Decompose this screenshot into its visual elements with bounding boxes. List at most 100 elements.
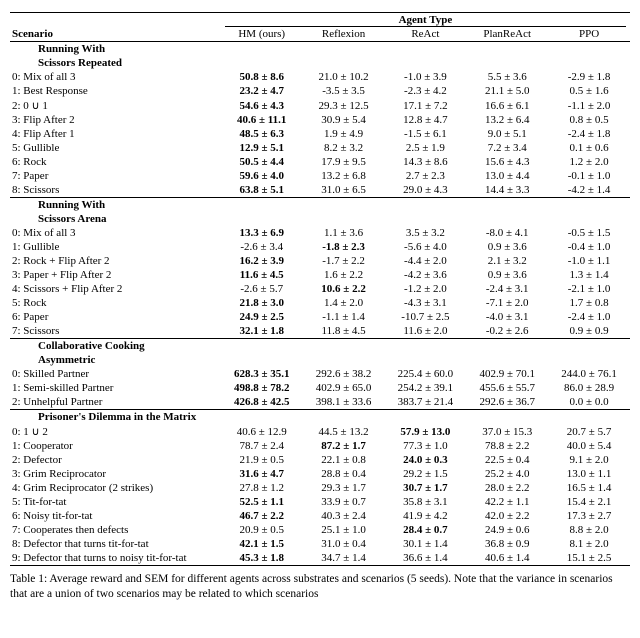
cell-value: 31.0 ± 0.4 [303,537,385,551]
cell-value: -1.0 ± 3.9 [384,70,466,84]
cell-value: 45.3 ± 1.8 [221,551,303,566]
cell-value: 2.5 ± 1.9 [384,141,466,155]
table-row: 2: Unhelpful Partner426.8 ± 42.5398.1 ± … [10,395,630,410]
section-heading: Running With [10,198,630,213]
cell-value: 40.0 ± 5.4 [548,439,630,453]
cell-value: 13.2 ± 6.4 [466,113,548,127]
cell-value: 21.9 ± 0.5 [221,453,303,467]
table-row: 2: 0 ∪ 154.6 ± 4.329.3 ± 12.517.1 ± 7.21… [10,98,630,113]
cell-value: -2.3 ± 4.2 [384,84,466,98]
cell-value: -2.6 ± 3.4 [221,240,303,254]
cell-value: 1.2 ± 2.0 [548,155,630,169]
cell-value: 21.1 ± 5.0 [466,84,548,98]
table-row: 0: Mix of all 350.8 ± 8.621.0 ± 10.2-1.0… [10,70,630,84]
table-row: 2: Defector21.9 ± 0.522.1 ± 0.824.0 ± 0.… [10,453,630,467]
cell-value: 15.1 ± 2.5 [548,551,630,566]
cell-value: 292.6 ± 38.2 [303,367,385,381]
cell-value: 22.1 ± 0.8 [303,453,385,467]
cell-value: 31.6 ± 4.7 [221,467,303,481]
cell-value: 30.1 ± 1.4 [384,537,466,551]
header-agent-2: ReAct [384,27,466,42]
scenario-label: 1: Gullible [10,240,221,254]
cell-value: 32.1 ± 1.8 [221,324,303,339]
table-caption: Table 1: Average reward and SEM for diff… [10,572,630,601]
cell-value: 42.2 ± 1.1 [466,495,548,509]
cell-value: 78.7 ± 2.4 [221,439,303,453]
cell-value: 1.3 ± 1.4 [548,268,630,282]
cell-value: 40.6 ± 11.1 [221,113,303,127]
table-row: 2: Rock + Flip After 216.2 ± 3.9-1.7 ± 2… [10,254,630,268]
cell-value: 40.3 ± 2.4 [303,509,385,523]
table-row: 4: Scissors + Flip After 2-2.6 ± 5.710.6… [10,282,630,296]
cell-value: 20.7 ± 5.7 [548,424,630,439]
table-row: 4: Flip After 148.5 ± 6.31.9 ± 4.9-1.5 ±… [10,127,630,141]
cell-value: 0.9 ± 3.6 [466,240,548,254]
scenario-label: 0: Skilled Partner [10,367,221,381]
cell-value: 402.9 ± 65.0 [303,381,385,395]
table-row: 1: Gullible-2.6 ± 3.4-1.8 ± 2.3-5.6 ± 4.… [10,240,630,254]
cell-value: 36.8 ± 0.9 [466,537,548,551]
table-row: 6: Paper24.9 ± 2.5-1.1 ± 1.4-10.7 ± 2.5-… [10,310,630,324]
scenario-label: 7: Cooperates then defects [10,523,221,537]
cell-value: -2.1 ± 1.0 [548,282,630,296]
cell-value: 2.1 ± 3.2 [466,254,548,268]
cell-value: 12.8 ± 4.7 [384,113,466,127]
cell-value: -4.2 ± 1.4 [548,183,630,198]
scenario-label: 1: Cooperator [10,439,221,453]
scenario-label: 2: 0 ∪ 1 [10,98,221,113]
cell-value: 13.3 ± 6.9 [221,226,303,240]
cell-value: 22.5 ± 0.4 [466,453,548,467]
cell-value: 40.6 ± 1.4 [466,551,548,566]
cell-value: 12.9 ± 5.1 [221,141,303,155]
scenario-label: 8: Scissors [10,183,221,198]
table-row: 3: Flip After 240.6 ± 11.130.9 ± 5.412.8… [10,113,630,127]
cell-value: 59.6 ± 4.0 [221,169,303,183]
cell-value: 254.2 ± 39.1 [384,381,466,395]
cell-value: 244.0 ± 76.1 [548,367,630,381]
cell-value: 17.1 ± 7.2 [384,98,466,113]
cell-value: -2.4 ± 1.8 [548,127,630,141]
cell-value: 8.1 ± 2.0 [548,537,630,551]
cell-value: 11.6 ± 4.5 [221,268,303,282]
cell-value: 30.7 ± 1.7 [384,481,466,495]
cell-value: 455.6 ± 55.7 [466,381,548,395]
cell-value: 31.0 ± 6.5 [303,183,385,198]
cell-value: 16.6 ± 6.1 [466,98,548,113]
cell-value: 52.5 ± 1.1 [221,495,303,509]
cell-value: 225.4 ± 60.0 [384,367,466,381]
scenario-label: 6: Paper [10,310,221,324]
table-row: 1: Semi-skilled Partner498.8 ± 78.2402.9… [10,381,630,395]
table-row: 9: Defector that turns to noisy tit-for-… [10,551,630,566]
cell-value: 29.2 ± 1.5 [384,467,466,481]
scenario-label: 0: Mix of all 3 [10,70,221,84]
section-heading: Scissors Arena [10,212,630,226]
scenario-label: 6: Noisy tit-for-tat [10,509,221,523]
table-row: 3: Grim Reciprocator31.6 ± 4.728.8 ± 0.4… [10,467,630,481]
cell-value: 29.3 ± 12.5 [303,98,385,113]
section-heading: Running With [10,42,630,57]
scenario-label: 3: Grim Reciprocator [10,467,221,481]
cell-value: 1.9 ± 4.9 [303,127,385,141]
cell-value: 28.4 ± 0.7 [384,523,466,537]
cell-value: 1.4 ± 2.0 [303,296,385,310]
cell-value: 41.9 ± 4.2 [384,509,466,523]
cell-value: -4.4 ± 2.0 [384,254,466,268]
table-row: 0: 1 ∪ 240.6 ± 12.944.5 ± 13.257.9 ± 13.… [10,424,630,439]
cell-value: 23.2 ± 4.7 [221,84,303,98]
cell-value: 498.8 ± 78.2 [221,381,303,395]
cell-value: -1.2 ± 2.0 [384,282,466,296]
header-agent-4: PPO [548,27,630,42]
cell-value: 10.6 ± 2.2 [303,282,385,296]
cell-value: 48.5 ± 6.3 [221,127,303,141]
cell-value: -1.0 ± 1.1 [548,254,630,268]
cell-value: 33.9 ± 0.7 [303,495,385,509]
cell-value: -2.9 ± 1.8 [548,70,630,84]
cell-value: 9.1 ± 2.0 [548,453,630,467]
scenario-label: 8: Defector that turns tit-for-tat [10,537,221,551]
header-scenario: Scenario [10,13,221,42]
cell-value: 8.8 ± 2.0 [548,523,630,537]
results-table: Scenario Agent Type HM (ours) Reflexion … [10,12,630,566]
cell-value: 86.0 ± 28.9 [548,381,630,395]
cell-value: 29.3 ± 1.7 [303,481,385,495]
table-row: 7: Paper59.6 ± 4.013.2 ± 6.82.7 ± 2.313.… [10,169,630,183]
